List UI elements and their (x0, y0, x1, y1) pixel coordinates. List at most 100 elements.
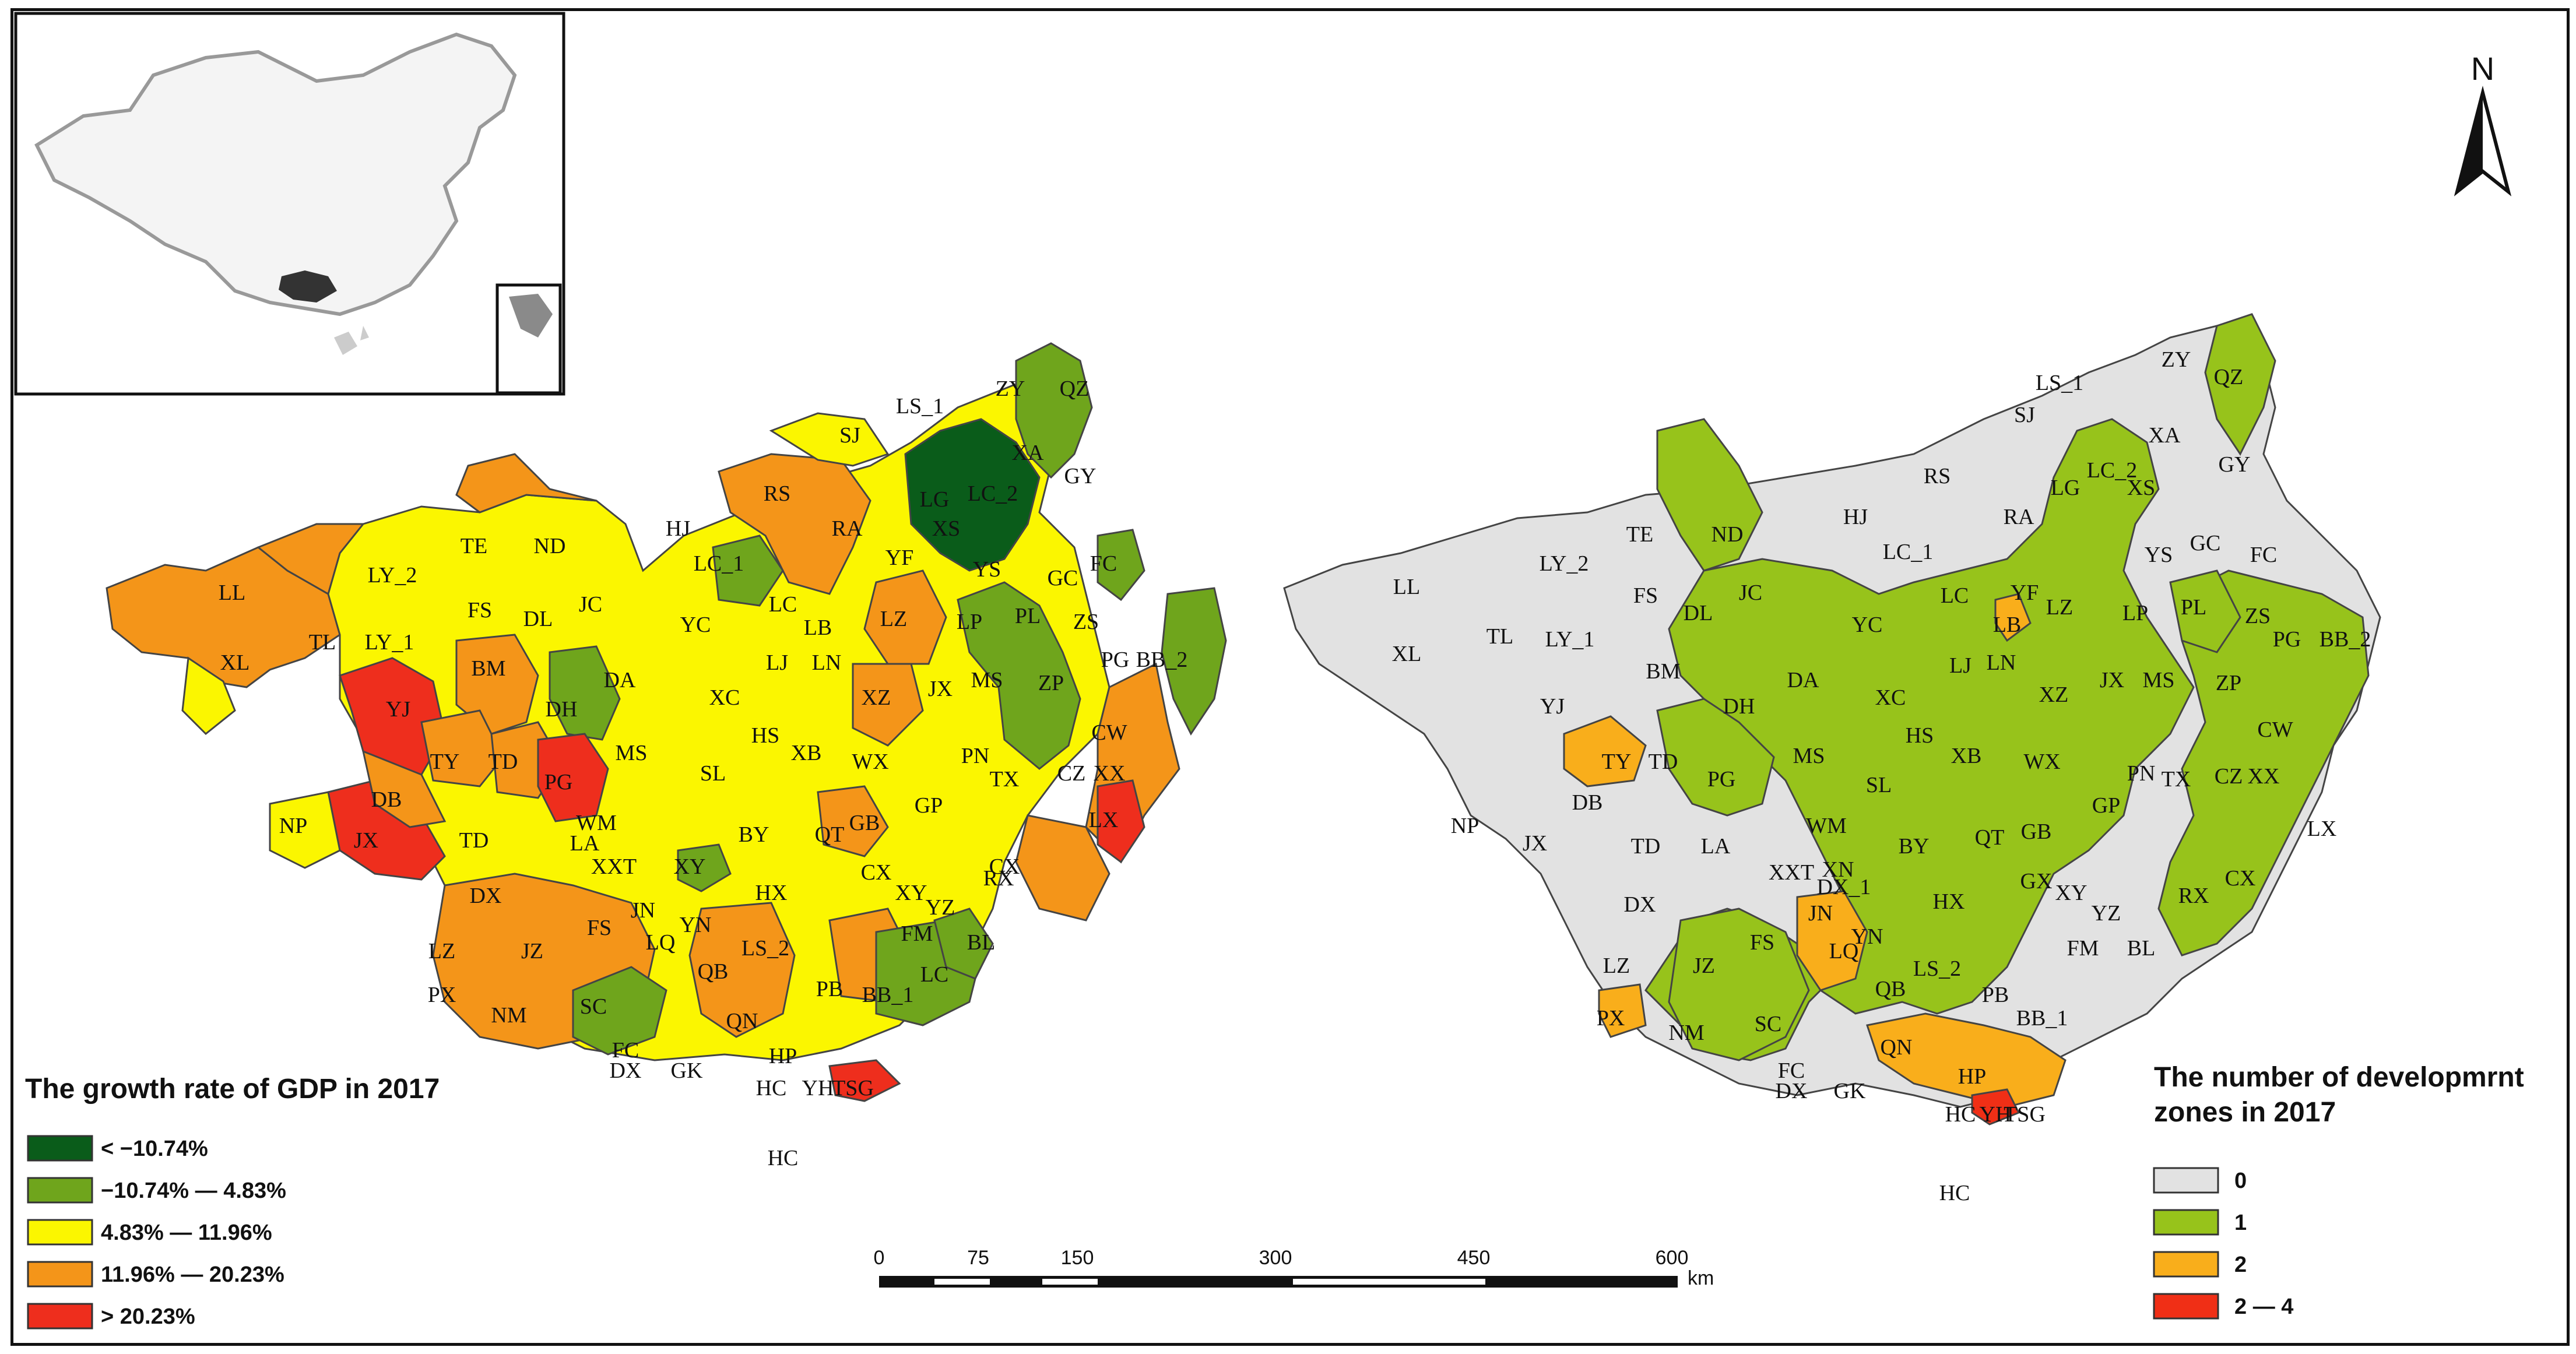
right-region-label-45: HS (1906, 723, 1934, 748)
right-region-label-77: XY (2055, 881, 2087, 905)
right-region-label-13: ND (1712, 522, 1744, 547)
left-region-label-8: XS (932, 516, 961, 541)
right-region-label-23: YC (1852, 613, 1883, 637)
left-region-label-6: LG (920, 487, 950, 512)
right-region-label-61: GP (2092, 793, 2121, 818)
right-region-label-70: LA (1701, 834, 1731, 859)
left-region-label-101: HC (756, 1076, 787, 1100)
right-region-label-10: XS (2127, 476, 2156, 500)
right-region-label-7: RA (2004, 505, 2034, 529)
left-region-label-49: TY (430, 750, 460, 774)
right-region-label-54: WX (2023, 750, 2060, 774)
right-region-label-65: TD (1631, 834, 1661, 859)
scale-unit: km (1688, 1267, 1714, 1289)
left-region-label-40: BB_2 (1136, 648, 1188, 672)
right-region-label-9: LC_2 (2087, 458, 2138, 483)
left-region-label-10: RA (832, 516, 863, 541)
right-region-label-20: FS (1633, 583, 1658, 608)
left-region-label-99: DX (610, 1058, 642, 1083)
left-region-label-84: FM (901, 922, 933, 946)
right-region-label-78: YZ (2092, 901, 2121, 926)
region-green-qz (1015, 342, 1093, 479)
right-region-label-79: RX (2178, 884, 2209, 908)
left-region-label-81: FS (587, 916, 612, 940)
right-region-label-55: PN (2127, 761, 2156, 786)
left-region-label-59: XX (1094, 761, 1126, 786)
right-legend-swatch-1 (2153, 1209, 2219, 1236)
north-arrow: N (2454, 50, 2512, 196)
right-region-label-14: LY_2 (1540, 551, 1589, 576)
left-region-label-36: LN (812, 650, 842, 675)
right-region-label-50: TD (1649, 750, 1678, 774)
right-region-label-81: LZ (1603, 954, 1630, 978)
right-region-label-46: XZ (2039, 683, 2069, 707)
left-region-label-89: LC (920, 962, 949, 987)
right-region-label-98: DX (1776, 1079, 1808, 1103)
r-region-green-nd (1656, 418, 1763, 572)
right-region-label-8: LG (2051, 476, 2081, 500)
left-region-label-95: NM (491, 1003, 526, 1028)
right-region-label-80: CX (2225, 866, 2256, 891)
left-region-label-51: MS (616, 741, 648, 765)
right-region-label-24: LC (1941, 583, 1969, 608)
left-region-label-58: CZ (1057, 761, 1086, 786)
right-region-label-19: LL (1393, 575, 1420, 599)
right-region-label-62: GB (2021, 820, 2052, 844)
right-legend-swatch-2 (2153, 1251, 2219, 1278)
left-region-label-13: ND (534, 534, 566, 558)
right-region-label-18: FC (2250, 543, 2277, 567)
left-region-label-41: YJ (386, 697, 410, 722)
right-region-label-97: FC (1778, 1058, 1805, 1083)
right-region-label-39: MS (2143, 668, 2175, 692)
region-green-lp (957, 581, 1081, 770)
right-region-label-99: GK (1834, 1079, 1866, 1103)
r-region-orange-jn (1796, 890, 1868, 991)
right-region-label-84: YN (1851, 924, 1883, 949)
left-region-label-90: QB (698, 959, 729, 984)
left-region-label-77: CX (861, 860, 892, 885)
left-region-label-73: CX (989, 854, 1020, 879)
left-region-label-4: XA (1012, 441, 1044, 465)
left-region-label-45: XZ (862, 685, 891, 710)
right-region-label-26: YF (2011, 581, 2039, 605)
left-region-label-103: TSG (832, 1076, 874, 1100)
left-region-label-29: ZS (1073, 610, 1099, 634)
left-region-label-39: PG (1101, 648, 1130, 672)
region-orange-gb (817, 785, 889, 857)
right-region-label-0: LS_1 (2036, 371, 2083, 395)
region-red-tsg (828, 1059, 901, 1102)
left-region-label-86: LZ (428, 939, 455, 963)
region-green-fc (1097, 529, 1145, 602)
right-region-label-96: QN (1881, 1035, 1913, 1060)
right-region-label-29: ZS (2245, 604, 2271, 628)
right-region-label-76: GX (2020, 869, 2053, 894)
left-region-label-2: QZ (1060, 377, 1090, 401)
left-region-label-68: LX (1089, 808, 1119, 832)
right-region-label-74: DX_1 (1817, 875, 1871, 899)
left-legend-swatch-0 (27, 1135, 93, 1162)
left-region-label-94: SC (580, 994, 607, 1019)
right-region-label-63: NP (1451, 814, 1479, 838)
left-region-label-83: YN (680, 913, 712, 937)
right-region-label-58: XX (2248, 764, 2280, 789)
right-region-label-103: HC (1945, 1102, 1976, 1127)
left-region-label-75: JN (631, 898, 655, 923)
left-region-label-44: HS (751, 723, 780, 748)
right-region-label-33: BM (1646, 659, 1680, 684)
right-region-label-88: FS (1750, 930, 1774, 955)
scale-tick-2: 150 (1061, 1247, 1094, 1269)
left-legend-label-3: 11.96% — 20.23% (101, 1262, 284, 1287)
right-region-label-25: LB (1993, 613, 2022, 637)
right-region-label-28: PL (2181, 595, 2206, 620)
right-region-label-64: JX (1523, 831, 1547, 856)
left-region-label-32: XL (220, 650, 250, 675)
right-region-label-21: DL (1684, 601, 1713, 625)
region-orange-rs (718, 453, 871, 595)
left-region-label-28: PL (1015, 604, 1041, 628)
left-region-label-80: RX (983, 866, 1014, 891)
left-region-label-1: ZY (996, 377, 1025, 401)
left-region-label-100: GK (671, 1058, 703, 1083)
right-region-label-42: YJ (1540, 694, 1565, 719)
right-region-label-27: LP (2122, 601, 2148, 625)
right-region-label-32: XL (1392, 642, 1422, 666)
